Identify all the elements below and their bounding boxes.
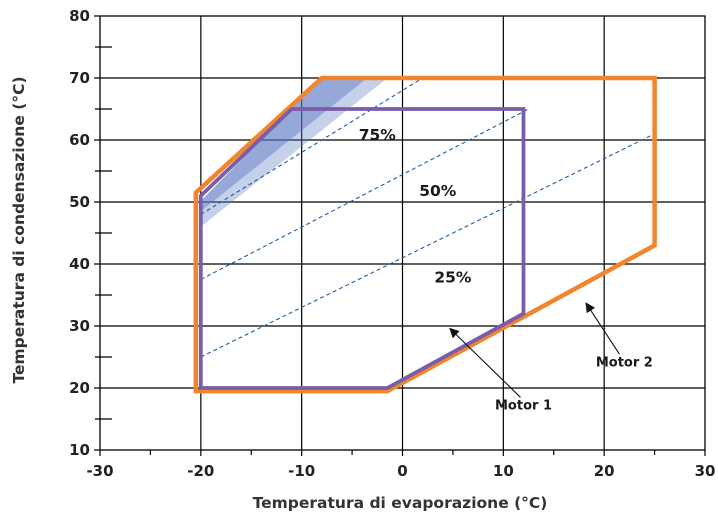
load-line-label: 75% — [359, 126, 397, 144]
annotation-arrow — [585, 302, 620, 355]
y-tick-label: 70 — [69, 69, 90, 87]
annotation-label: Motor 2 — [596, 355, 653, 370]
load-line-label: 25% — [434, 269, 472, 287]
load-lines: 75% 50% 25% — [200, 77, 655, 358]
annotation-arrow — [449, 327, 521, 398]
shaded-region-band — [200, 78, 368, 212]
y-tick-label: 30 — [69, 317, 90, 335]
x-tick-label: 20 — [594, 462, 615, 480]
x-tick-label: -30 — [86, 462, 113, 480]
y-tick-label: 20 — [69, 379, 90, 397]
shaded-region — [200, 78, 388, 227]
x-tick-label: -20 — [187, 462, 214, 480]
envelope-motor-1 — [198, 107, 526, 390]
y-tick-label: 50 — [69, 193, 90, 211]
y-tick-label: 10 — [69, 441, 90, 459]
annotations: Motor 1 Motor 2 — [449, 302, 653, 414]
x-tick-label: 30 — [695, 462, 716, 480]
y-tick-label: 60 — [69, 131, 90, 149]
load-line-50pct — [200, 108, 529, 280]
annotation-label: Motor 1 — [495, 399, 552, 414]
y-axis-title: Temperatura di condensazione (°C) — [10, 76, 28, 383]
y-tick-label: 80 — [69, 7, 90, 25]
axis-ticks: -30 -20 -10 0 10 20 30 10 20 30 40 50 60 70 80 — [69, 7, 715, 480]
load-line-25pct — [200, 133, 655, 358]
x-tick-label: 0 — [397, 462, 407, 480]
y-tick-label: 40 — [69, 255, 90, 273]
x-tick-label: -10 — [288, 462, 315, 480]
load-line-label: 50% — [419, 182, 457, 200]
x-tick-label: 10 — [493, 462, 514, 480]
load-line-75pct — [200, 77, 423, 215]
x-axis-title: Temperatura di evaporazione (°C) — [253, 494, 548, 512]
shaded-region-band — [200, 78, 388, 227]
envelope-motor-2 — [193, 75, 657, 394]
series-layer — [193, 75, 657, 394]
